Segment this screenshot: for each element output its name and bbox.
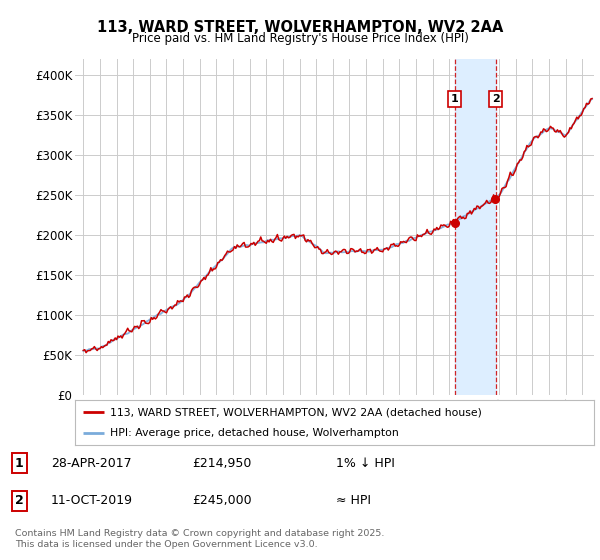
Text: HPI: Average price, detached house, Wolverhampton: HPI: Average price, detached house, Wolv… [110, 428, 399, 438]
Text: 28-APR-2017: 28-APR-2017 [51, 457, 131, 470]
Text: 2: 2 [15, 494, 24, 507]
Bar [455, 59, 496, 395]
Text: 2: 2 [491, 94, 499, 104]
Text: £245,000: £245,000 [192, 494, 251, 507]
Text: 11-OCT-2019: 11-OCT-2019 [51, 494, 133, 507]
Text: £214,950: £214,950 [192, 457, 251, 470]
Text: 1: 1 [15, 457, 24, 470]
Text: 113, WARD STREET, WOLVERHAMPTON, WV2 2AA: 113, WARD STREET, WOLVERHAMPTON, WV2 2AA [97, 20, 503, 35]
Text: 1% ↓ HPI: 1% ↓ HPI [336, 457, 395, 470]
Text: ≈ HPI: ≈ HPI [336, 494, 371, 507]
Text: 1: 1 [451, 94, 458, 104]
Text: Price paid vs. HM Land Registry's House Price Index (HPI): Price paid vs. HM Land Registry's House … [131, 32, 469, 45]
Text: Contains HM Land Registry data © Crown copyright and database right 2025.
This d: Contains HM Land Registry data © Crown c… [15, 529, 385, 549]
Text: 113, WARD STREET, WOLVERHAMPTON, WV2 2AA (detached house): 113, WARD STREET, WOLVERHAMPTON, WV2 2AA… [110, 408, 482, 418]
